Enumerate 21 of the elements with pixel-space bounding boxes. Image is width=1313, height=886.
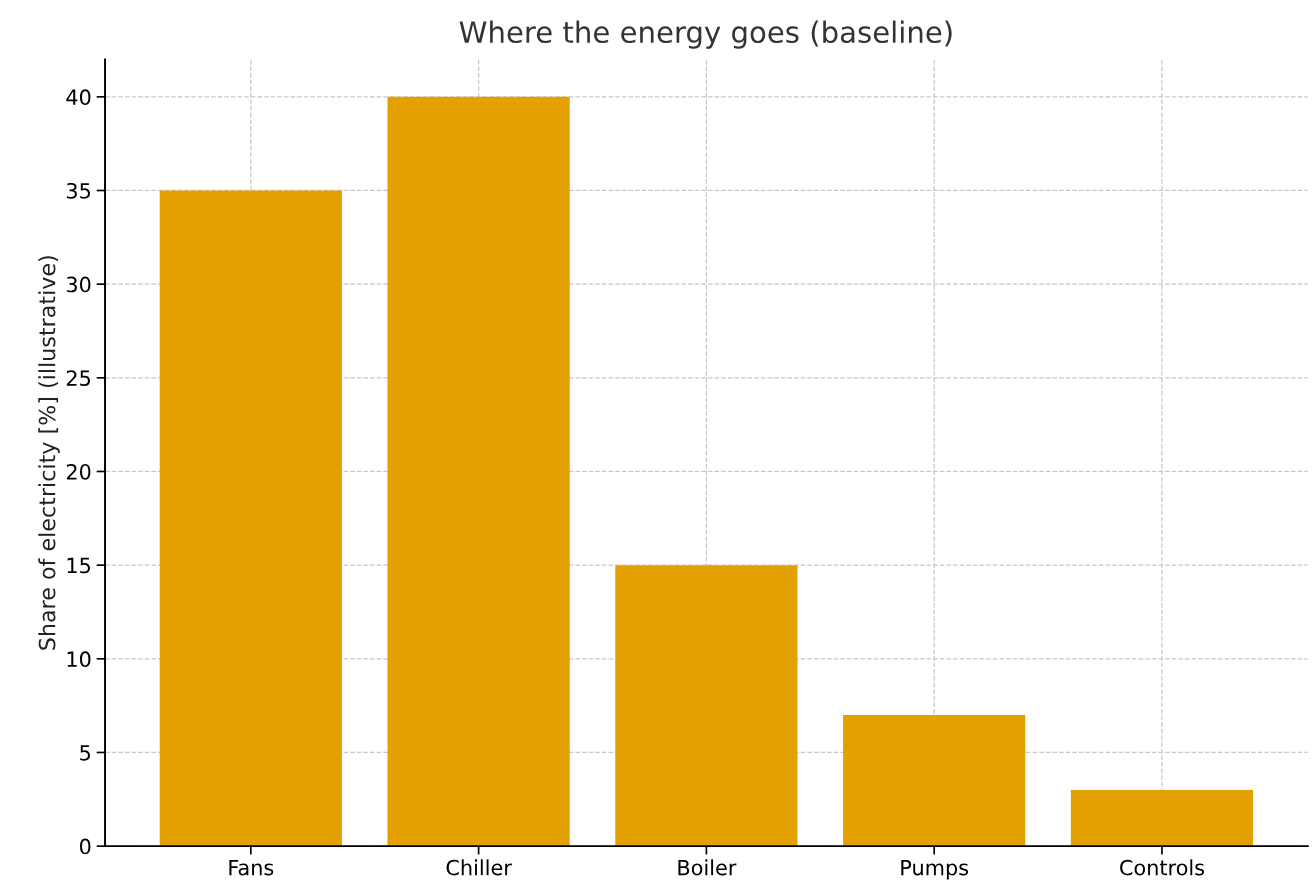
y-tick-label: 15 xyxy=(67,557,91,574)
y-tick-label: 25 xyxy=(66,370,91,387)
x-tick-label: Controls xyxy=(1120,859,1205,876)
y-tick-label: 30 xyxy=(66,276,91,293)
y-tick-label: 20 xyxy=(66,463,91,480)
y-tick-label: 0 xyxy=(79,838,91,855)
y-tick-label: 5 xyxy=(80,745,91,761)
x-tick-label: Fans xyxy=(229,859,274,876)
bar xyxy=(387,96,570,847)
bar xyxy=(1070,789,1254,847)
bar xyxy=(843,715,1026,847)
y-axis-title: Share of electricity [%] (illustrative) xyxy=(38,256,60,650)
x-tick-label: Chiller xyxy=(446,859,512,876)
y-tick-label: 40 xyxy=(66,89,91,106)
y-tick-label: 35 xyxy=(66,182,91,199)
x-tick-label: Pumps xyxy=(901,859,969,880)
x-tick-label: Boiler xyxy=(678,859,737,876)
bar xyxy=(159,190,342,847)
bar xyxy=(615,565,798,847)
y-tick-label: 10 xyxy=(67,651,91,668)
chart-title: Where the energy goes (baseline) xyxy=(459,20,952,49)
